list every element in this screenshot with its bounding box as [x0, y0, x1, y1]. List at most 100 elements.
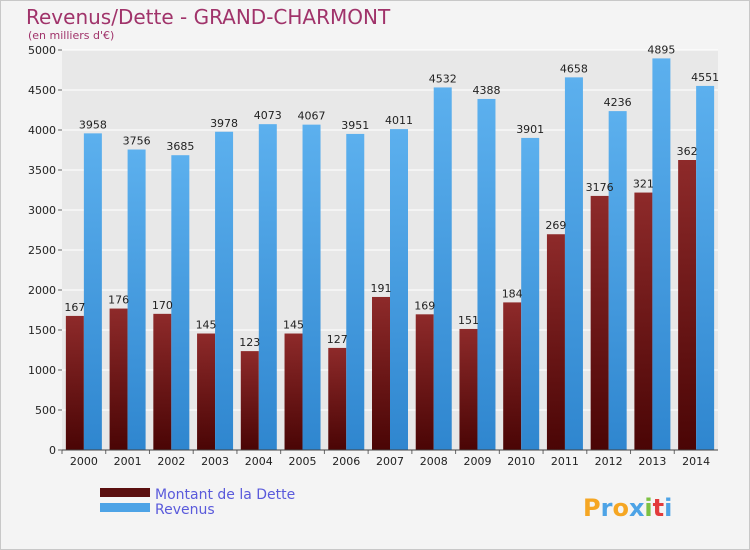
bar-dette — [503, 302, 522, 450]
x-tick-label: 2006 — [332, 455, 360, 468]
data-label-dette: 191 — [371, 282, 392, 295]
y-tick-label: 3500 — [28, 164, 56, 177]
data-label-dette: 169 — [414, 299, 435, 312]
x-tick-label: 2005 — [289, 455, 317, 468]
data-label-revenus: 3958 — [79, 118, 107, 131]
bar-dette — [590, 195, 609, 450]
bar-dette — [240, 351, 259, 450]
bar-revenus — [171, 155, 190, 450]
data-label-dette: 145 — [196, 319, 217, 332]
bar-dette — [459, 328, 478, 450]
x-axis-ticks: 2000 2001 2002 2003 2004 2005 2006 2007 2008 2009… — [61, 450, 710, 468]
x-tick-label: 2004 — [245, 455, 273, 468]
x-tick-label: 2002 — [157, 455, 185, 468]
y-tick-label: 4000 — [28, 124, 56, 137]
x-tick-label: 2012 — [595, 455, 623, 468]
y-tick-label: 0 — [49, 444, 56, 457]
x-tick-label: 2014 — [682, 455, 710, 468]
y-tick-label: 2500 — [28, 244, 56, 257]
y-tick-label: 1000 — [28, 364, 56, 377]
data-label-dette: 362 — [677, 145, 698, 158]
bar-dette — [415, 314, 434, 450]
y-tick-label: 5000 — [28, 44, 56, 57]
bar-revenus — [302, 124, 321, 450]
y-tick-label: 3000 — [28, 204, 56, 217]
data-label-dette: 170 — [152, 299, 173, 312]
data-label-dette: 321 — [633, 178, 654, 191]
data-label-dette: 151 — [458, 314, 479, 327]
bar-dette — [65, 315, 84, 450]
data-label-revenus: 4532 — [429, 72, 457, 85]
logo-letter: i — [644, 494, 652, 522]
y-axis-ticks: 0 500 1000 1500 2000 2500 3000 3500 4000 4500 5000 — [28, 44, 56, 457]
data-label-dette: 184 — [502, 287, 523, 300]
bar-dette — [197, 333, 216, 450]
data-label-dette: 127 — [327, 333, 348, 346]
bars — [65, 58, 715, 451]
logo-letter: r — [601, 494, 613, 522]
y-tick-label: 500 — [35, 404, 56, 417]
legend: Montant de la Dette Revenus — [100, 487, 295, 518]
data-label-dette: 176 — [108, 294, 129, 307]
bar-revenus — [696, 85, 715, 451]
bar-dette — [109, 308, 128, 450]
bar-revenus — [215, 131, 234, 450]
x-tick-label: 2011 — [551, 455, 579, 468]
bar-dette — [678, 160, 697, 450]
x-tick-label: 2000 — [70, 455, 98, 468]
data-label-dette: 145 — [283, 319, 304, 332]
bar-dette — [372, 296, 390, 450]
data-label-revenus: 3685 — [166, 140, 194, 153]
data-label-revenus: 4551 — [691, 71, 719, 84]
data-label-revenus: 3901 — [516, 123, 544, 136]
logo-letter: P — [583, 494, 601, 522]
y-tick-label: 4500 — [28, 84, 56, 97]
logo-letter: t — [653, 494, 664, 522]
x-tick-label: 2009 — [463, 455, 491, 468]
bar-dette — [634, 192, 653, 450]
data-label-revenus: 4236 — [604, 96, 632, 109]
data-label-revenus: 4011 — [385, 114, 413, 127]
data-label-dette: 3176 — [586, 181, 614, 194]
x-tick-label: 2013 — [638, 455, 666, 468]
x-tick-label: 2001 — [114, 455, 142, 468]
y-tick-label: 1500 — [28, 324, 56, 337]
bar-revenus — [346, 133, 365, 451]
data-label-revenus: 3951 — [341, 119, 369, 132]
legend-swatch-revenus — [100, 503, 150, 512]
data-label-revenus: 4895 — [647, 43, 675, 56]
bar-revenus — [83, 133, 102, 451]
data-label-revenus: 4073 — [254, 109, 282, 122]
logo-letter: i — [664, 494, 672, 522]
data-label-revenus: 3978 — [210, 117, 238, 130]
chart-title: Revenus/Dette - GRAND-CHARMONT — [26, 5, 391, 29]
x-tick-label: 2008 — [420, 455, 448, 468]
bar-revenus — [564, 77, 583, 451]
bar-dette — [546, 234, 565, 450]
x-tick-label: 2003 — [201, 455, 229, 468]
legend-label-dette: Montant de la Dette — [155, 487, 295, 503]
x-tick-label: 2010 — [507, 455, 535, 468]
data-label-revenus: 4658 — [560, 62, 588, 75]
bar-dette — [153, 313, 172, 450]
bar-revenus — [258, 124, 277, 450]
logo-letter: x — [629, 494, 645, 522]
y-tick-label: 2000 — [28, 284, 56, 297]
bar-revenus — [127, 149, 146, 450]
bar-dette — [284, 333, 303, 450]
data-label-revenus: 4067 — [298, 110, 326, 123]
bar-revenus — [521, 137, 540, 451]
bar-revenus — [390, 129, 408, 450]
bar-revenus — [477, 98, 496, 451]
data-label-dette: 167 — [64, 301, 85, 314]
bar-revenus — [433, 87, 452, 450]
proxiti-logo: Proxiti — [583, 494, 672, 522]
data-label-revenus: 3756 — [123, 135, 151, 148]
data-labels: 167 3958 176 3756 170 3685 145 3978 123 4073 145 40… — [64, 43, 719, 349]
logo-letter: o — [612, 494, 629, 522]
legend-swatch-dette — [100, 488, 150, 497]
x-tick-label: 2007 — [376, 455, 404, 468]
data-label-revenus: 4388 — [472, 84, 500, 97]
chart-subtitle: (en milliers d'€) — [28, 29, 114, 42]
data-label-dette: 269 — [545, 219, 566, 232]
